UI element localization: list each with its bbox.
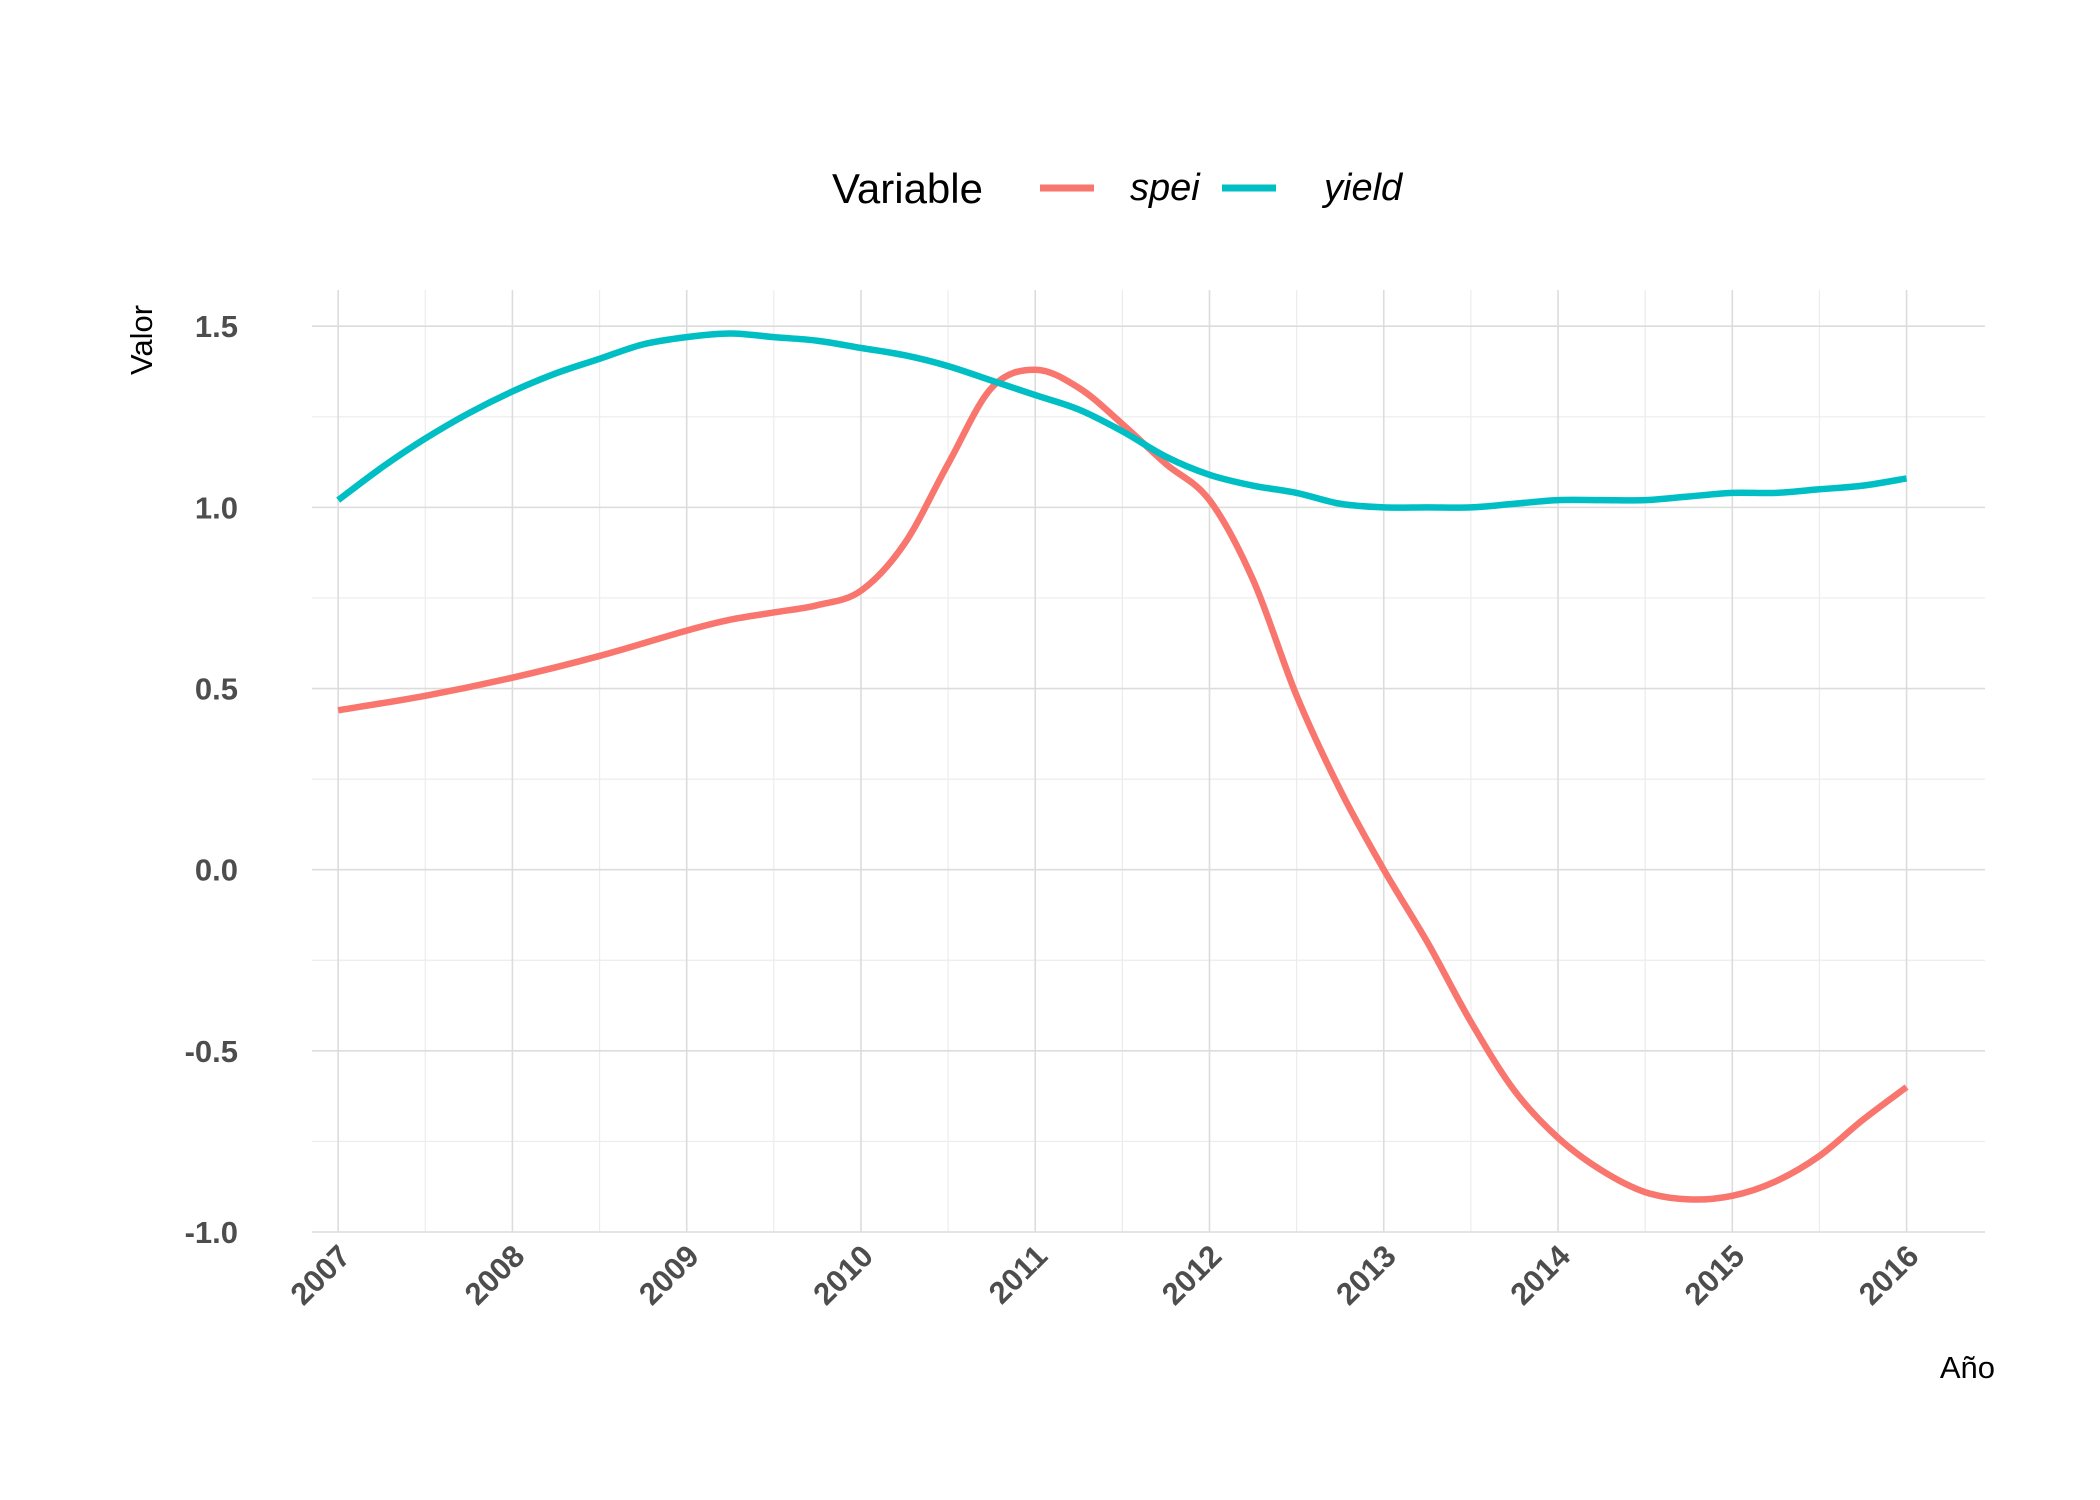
- x-tick-label: 2015: [1678, 1238, 1752, 1312]
- y-tick-label: 0.0: [195, 853, 238, 888]
- y-tick-label: 0.5: [195, 672, 238, 707]
- y-tick-label: 1.5: [195, 309, 238, 344]
- major-gridlines: [312, 290, 1985, 1233]
- x-tick-label: 2010: [806, 1238, 880, 1312]
- x-tick-label: 2011: [982, 1238, 1054, 1310]
- x-tick-label: 2008: [458, 1238, 532, 1312]
- x-tick-label: 2014: [1503, 1238, 1577, 1312]
- y-tick-label: 1.0: [195, 490, 238, 525]
- x-tick-label: 2009: [632, 1238, 706, 1312]
- x-tick-label: 2013: [1329, 1238, 1403, 1312]
- legend: Variable spei yield: [832, 165, 1404, 212]
- x-tick-label: 2012: [1155, 1238, 1229, 1312]
- y-tick-label: -1.0: [185, 1215, 238, 1250]
- x-tick-label: 2007: [284, 1238, 358, 1312]
- x-tick-label: 2016: [1852, 1238, 1926, 1312]
- y-tick-label: -0.5: [185, 1034, 238, 1069]
- series-line-spei: [337, 366, 1909, 1203]
- y-axis-tick-labels: -1.0 -0.5 0.0 0.5 1.0 1.5: [185, 309, 238, 1250]
- legend-label-yield: yield: [1321, 167, 1404, 209]
- minor-gridlines: [312, 290, 1985, 1232]
- x-axis-title: Año: [1940, 1350, 1995, 1385]
- y-axis-title: Valor: [124, 305, 159, 375]
- x-axis-tick-labels: 2007 2008 2009 2010 2011 2012 2013 2014 2015 2016: [284, 1238, 1926, 1312]
- series-lines: [336, 330, 1909, 1203]
- series-line-yield: [336, 330, 1908, 511]
- legend-label-spei: spei: [1130, 167, 1201, 209]
- legend-title: Variable: [832, 165, 983, 212]
